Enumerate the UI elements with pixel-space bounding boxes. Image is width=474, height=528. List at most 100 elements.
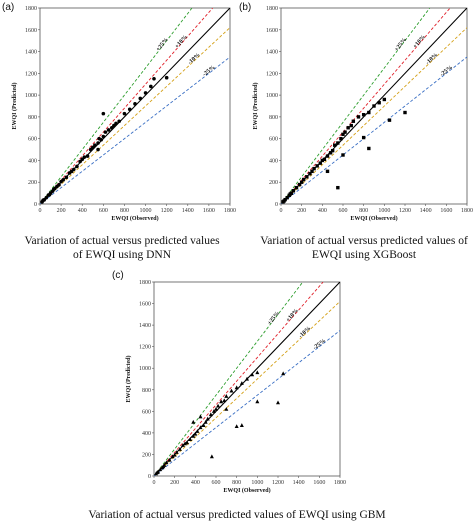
data-point xyxy=(164,460,169,465)
data-point xyxy=(336,141,340,145)
data-point xyxy=(387,118,392,122)
band-label: +25% xyxy=(267,311,281,327)
chart-caption-gbm: Variation of actual versus predicted val… xyxy=(88,509,386,521)
y-tick-label: 400 xyxy=(269,158,278,164)
data-point xyxy=(219,399,224,404)
band-label: +25% xyxy=(394,37,408,53)
x-tick-label: 600 xyxy=(339,208,348,214)
y-tick-label: 1400 xyxy=(266,50,278,56)
data-point xyxy=(282,199,286,203)
data-point xyxy=(201,423,206,427)
data-point xyxy=(183,441,187,446)
data-point xyxy=(114,121,118,126)
data-points xyxy=(40,75,169,204)
data-point xyxy=(143,91,148,95)
data-point xyxy=(305,175,309,179)
data-point xyxy=(245,376,249,381)
data-point xyxy=(325,154,330,158)
data-point xyxy=(339,136,343,141)
y-tick-label: 1200 xyxy=(139,345,151,351)
band-label: -25% xyxy=(312,338,327,351)
data-point xyxy=(224,394,229,398)
plot-area xyxy=(39,7,231,205)
data-point xyxy=(198,414,203,419)
panel-label: (c) xyxy=(112,270,124,281)
data-point xyxy=(372,104,376,108)
data-point xyxy=(180,443,185,447)
data-point xyxy=(343,130,347,134)
y-tick-label: 1600 xyxy=(139,302,151,308)
y-tick-label: 1800 xyxy=(139,280,151,286)
data-point xyxy=(209,454,214,459)
y-tick-label: 0 xyxy=(275,202,278,208)
data-point xyxy=(185,440,190,445)
data-point xyxy=(224,406,229,411)
data-point xyxy=(164,75,169,80)
x-tick-label: 1000 xyxy=(378,208,390,214)
x-tick-label: 800 xyxy=(120,208,129,214)
y-tick-label: 200 xyxy=(142,452,151,458)
data-point xyxy=(312,166,316,171)
data-point xyxy=(250,372,255,377)
data-point xyxy=(211,409,216,413)
data-point xyxy=(203,419,208,424)
band-label: +10% xyxy=(412,34,427,50)
data-point xyxy=(239,423,244,427)
x-tick-label: 0 xyxy=(153,480,156,486)
plot-area xyxy=(280,7,468,205)
x-axis-title: EWQI (Observed) xyxy=(223,487,270,494)
y-tick-label: 800 xyxy=(142,388,151,394)
band-label: +10% xyxy=(174,34,189,50)
data-points xyxy=(281,97,407,204)
data-point xyxy=(198,425,203,430)
band-label: -10% xyxy=(298,326,312,340)
y-axis-title: EWQI (Predicted) xyxy=(125,355,132,402)
chart-caption: Variation of actual versus predicted val… xyxy=(24,235,220,261)
data-point xyxy=(172,452,177,457)
data-point xyxy=(103,130,108,134)
data-point xyxy=(288,192,292,196)
data-point xyxy=(315,164,319,168)
data-point xyxy=(361,135,366,140)
panel-a: (a) 0 200 400 600 800 1000 1200 1400 1600 1800 0 20… xyxy=(0,0,237,261)
reference-line-minus25 xyxy=(154,330,340,476)
reference-line-plus25 xyxy=(281,8,431,204)
data-point xyxy=(117,119,121,124)
panel-label: (a) xyxy=(2,2,15,13)
y-tick-label: 1200 xyxy=(25,71,37,77)
data-point xyxy=(57,183,61,187)
band-label: +10% xyxy=(285,308,300,324)
data-point xyxy=(188,437,193,441)
data-point xyxy=(341,132,345,137)
data-point xyxy=(101,134,106,139)
chart-dnn: 0 200 400 600 800 1000 1200 1400 1600 1800 0 200 400… xyxy=(11,6,236,222)
y-tick-label: 200 xyxy=(269,180,278,186)
x-tick-label: 1800 xyxy=(461,208,473,214)
data-points xyxy=(154,370,286,476)
y-tick-label: 400 xyxy=(28,158,37,164)
data-point xyxy=(276,400,280,405)
y-tick-label: 600 xyxy=(28,137,37,143)
y-tick-label: 1800 xyxy=(266,6,278,12)
reference-line-minus10 xyxy=(40,27,230,204)
data-point xyxy=(294,185,299,190)
data-point xyxy=(99,137,104,142)
panel-b: (b) 0 200 400 600 800 1000 1200 1400 1600 1800 0 20… xyxy=(237,0,474,261)
data-point xyxy=(299,180,304,184)
y-tick-label: 400 xyxy=(142,431,151,437)
data-point xyxy=(85,154,90,158)
x-tick-label: 200 xyxy=(297,208,306,214)
y-tick-label: 0 xyxy=(34,202,37,208)
data-point xyxy=(361,113,366,117)
data-point xyxy=(234,385,239,390)
reference-line-plus25 xyxy=(154,282,304,476)
data-point xyxy=(310,169,314,174)
reference-line-minus10 xyxy=(281,27,467,204)
data-point xyxy=(106,128,111,132)
data-point xyxy=(96,147,100,152)
x-tick-label: 1400 xyxy=(182,208,194,214)
data-point xyxy=(325,169,330,174)
data-point xyxy=(161,464,166,469)
data-point xyxy=(291,189,296,193)
chart-gbm: 0 200 400 600 800 1000 1200 1400 1600 1800 0 200 400… xyxy=(125,280,346,494)
